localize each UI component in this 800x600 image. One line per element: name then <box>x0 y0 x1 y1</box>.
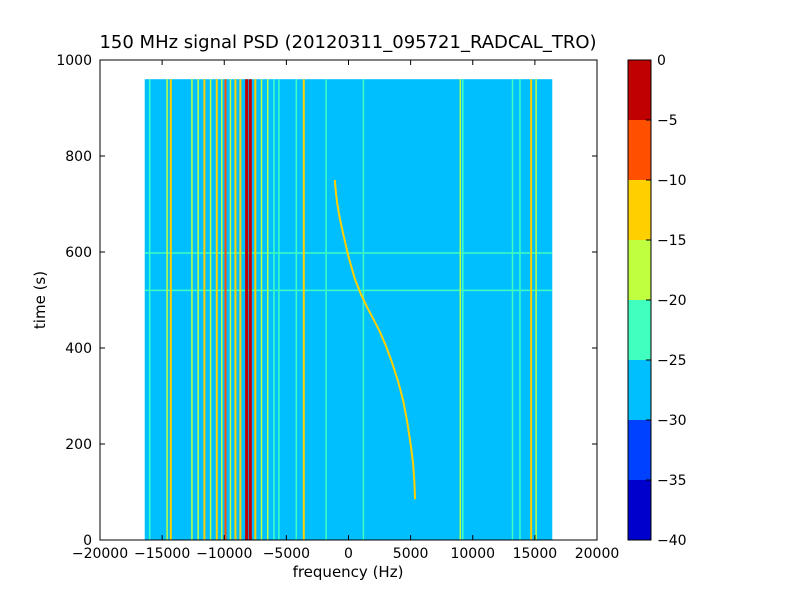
x-tick-label: 10000 <box>450 546 495 562</box>
x-tick-label: 15000 <box>513 546 558 562</box>
colorbar-segment <box>628 360 651 420</box>
x-tick-label: −10000 <box>196 546 252 562</box>
x-tick-label: −20000 <box>72 546 128 562</box>
x-tick-label: 0 <box>344 546 353 562</box>
colorbar-tick-label: −10 <box>657 173 687 189</box>
x-axis-label: frequency (Hz) <box>293 563 404 581</box>
x-tick-label: −15000 <box>134 546 190 562</box>
x-tick-label: 5000 <box>393 546 429 562</box>
y-tick-label: 400 <box>65 341 92 357</box>
colorbar-segment <box>628 240 651 300</box>
colorbar-tick-label: −25 <box>657 353 687 369</box>
plot-area: −20000 −15000 −10000 −5000 0 5000 10000 15000 20… <box>56 53 619 562</box>
colorbar-segment <box>628 420 651 480</box>
x-tick-label: 20000 <box>575 546 620 562</box>
colorbar-tick-label: 0 <box>657 53 666 69</box>
colorbar-segment <box>628 60 651 120</box>
y-tick-label: 200 <box>65 437 92 453</box>
y-axis-ticks: 0 200 400 600 800 1000 <box>56 53 597 549</box>
colorbar-segment <box>628 120 651 180</box>
colorbar-segment <box>628 300 651 360</box>
doppler-curve <box>333 179 416 500</box>
y-tick-label: 600 <box>65 245 92 261</box>
x-tick-label: −5000 <box>263 546 310 562</box>
y-axis-label: time (s) <box>31 271 49 329</box>
colorbar: 0 −5 −10 −15 −20 −25 −30 −35 −40 <box>627 53 687 549</box>
colorbar-tick-label: −30 <box>657 413 687 429</box>
heatmap-background <box>144 79 553 540</box>
x-axis-ticks: −20000 −15000 −10000 −5000 0 5000 10000 15000 20… <box>72 60 619 562</box>
chart-title: 150 MHz signal PSD (20120311_095721_RADC… <box>99 32 596 53</box>
colorbar-segment <box>628 180 651 240</box>
colorbar-tick-label: −5 <box>657 113 678 129</box>
colorbar-tick-label: −20 <box>657 293 687 309</box>
y-tick-label: 1000 <box>56 53 92 69</box>
y-tick-label: 0 <box>83 533 92 549</box>
heatmap-layer <box>144 79 553 540</box>
colorbar-tick-label: −15 <box>657 233 687 249</box>
y-tick-label: 800 <box>65 149 92 165</box>
colorbar-tick-label: −35 <box>657 473 687 489</box>
colorbar-tick-label: −40 <box>657 533 687 549</box>
colorbar-segment <box>628 480 651 540</box>
